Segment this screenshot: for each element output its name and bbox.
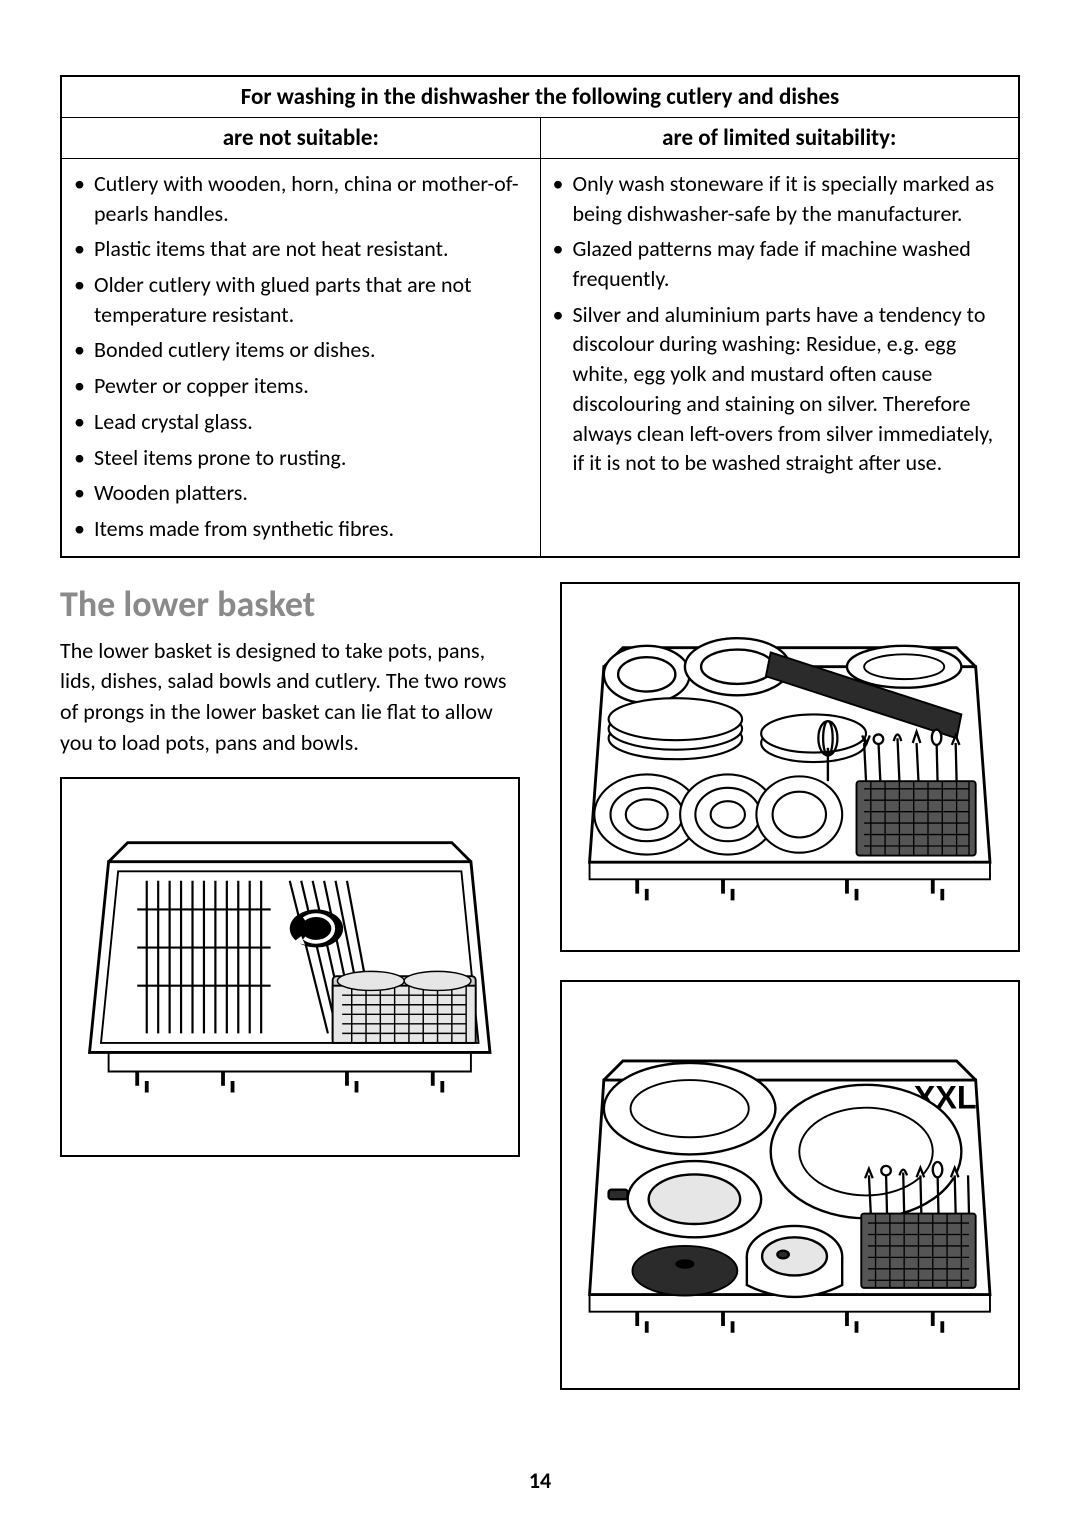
- cell-not-suitable: Cutlery with wooden, horn, china or moth…: [61, 159, 540, 557]
- list-item: Steel items prone to rusting.: [72, 443, 530, 473]
- list-item: Only wash stoneware if it is specially m…: [551, 169, 1009, 228]
- figure-lower-basket-loaded: [560, 582, 1020, 952]
- col-header-not-suitable: are not suitable:: [61, 118, 540, 159]
- figure-lower-basket-xxl: XXL: [560, 980, 1020, 1390]
- right-column: XXL: [560, 558, 1020, 1418]
- basket-loaded-icon: [580, 600, 1000, 934]
- manual-page: For washing in the dishwasher the follow…: [0, 0, 1080, 1529]
- list-not-suitable: Cutlery with wooden, horn, china or moth…: [72, 169, 530, 544]
- suitability-table: For washing in the dishwasher the follow…: [60, 75, 1020, 558]
- two-column-layout: The lower basket The lower basket is des…: [60, 558, 1020, 1418]
- list-item: Items made from synthetic fibres.: [72, 514, 530, 544]
- col-header-limited: are of limited suitability:: [540, 118, 1019, 159]
- page-number: 14: [0, 1467, 1080, 1494]
- basket-xxl-icon: XXL: [580, 999, 1000, 1371]
- list-item: Cutlery with wooden, horn, china or moth…: [72, 169, 530, 228]
- cell-limited: Only wash stoneware if it is specially m…: [540, 159, 1019, 557]
- list-item: Lead crystal glass.: [72, 407, 530, 437]
- basket-empty-icon: [80, 795, 500, 1138]
- list-item: Wooden platters.: [72, 478, 530, 508]
- list-item: Older cutlery with glued parts that are …: [72, 270, 530, 329]
- list-item: Pewter or copper items.: [72, 371, 530, 401]
- list-limited: Only wash stoneware if it is specially m…: [551, 169, 1009, 478]
- table-heading: For washing in the dishwasher the follow…: [61, 76, 1019, 118]
- list-item: Glazed patterns may fade if machine wash…: [551, 234, 1009, 293]
- section-title: The lower basket: [60, 582, 520, 626]
- body-paragraph: The lower basket is designed to take pot…: [60, 636, 520, 759]
- left-column: The lower basket The lower basket is des…: [60, 558, 520, 1185]
- list-item: Plastic items that are not heat resistan…: [72, 234, 530, 264]
- list-item: Silver and aluminium parts have a tenden…: [551, 300, 1009, 478]
- figure-lower-basket-empty: [60, 777, 520, 1157]
- list-item: Bonded cutlery items or dishes.: [72, 335, 530, 365]
